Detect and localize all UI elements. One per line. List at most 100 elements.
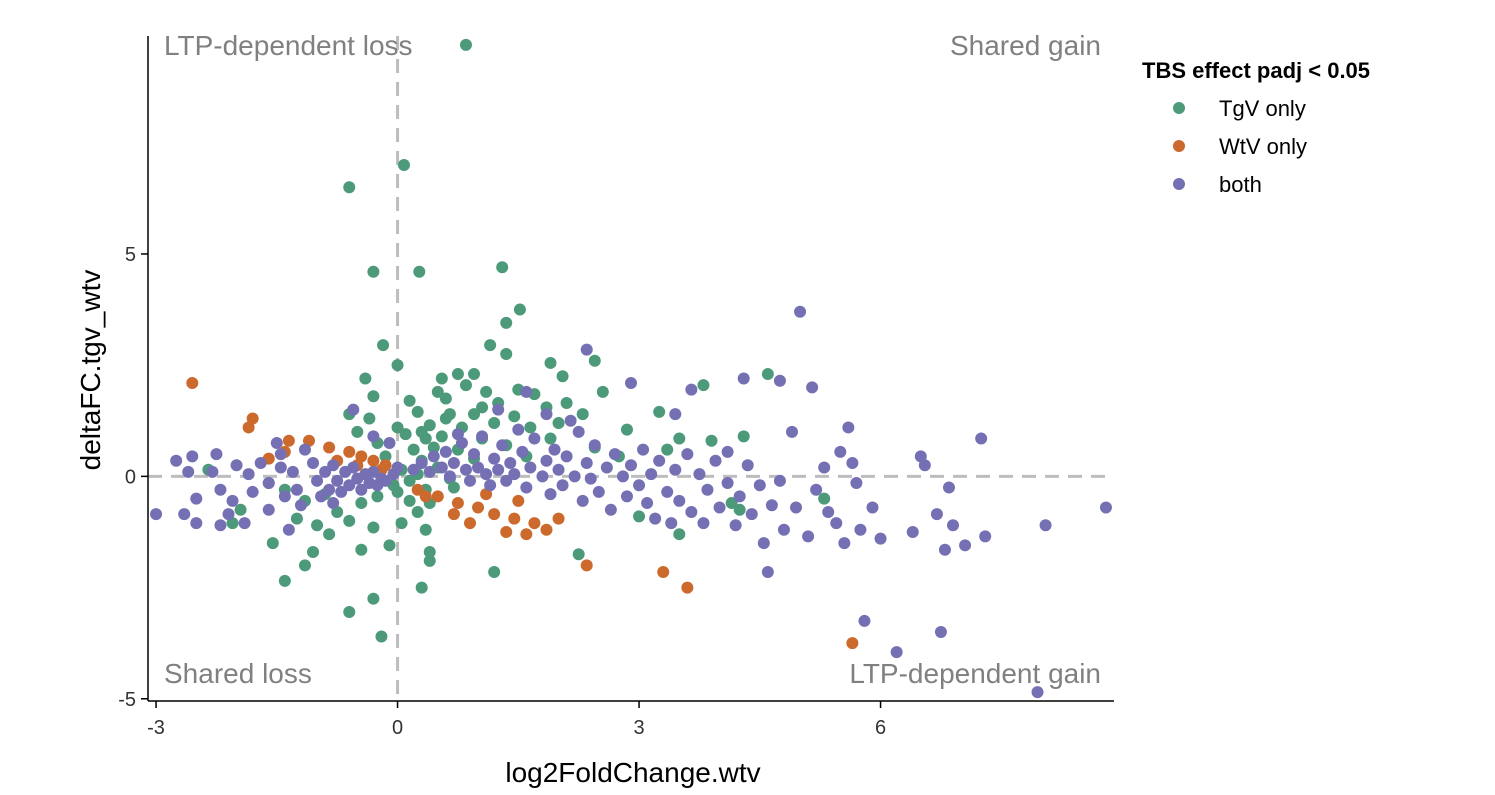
data-point xyxy=(480,468,493,481)
data-point xyxy=(262,477,275,490)
data-point xyxy=(459,379,472,392)
reference-lines xyxy=(148,36,1114,701)
legend-item: WtV only xyxy=(1173,134,1307,159)
legend: TBS effect padj < 0.05 TgV only WtV only b… xyxy=(1142,58,1370,197)
data-point xyxy=(367,454,380,467)
data-point xyxy=(480,385,493,398)
data-point xyxy=(335,485,348,498)
data-point xyxy=(685,383,698,396)
data-point xyxy=(528,517,541,530)
data-point xyxy=(568,470,581,483)
data-point xyxy=(423,554,436,567)
data-point xyxy=(975,432,988,445)
data-point xyxy=(556,479,569,492)
data-point xyxy=(850,477,863,490)
data-point xyxy=(753,479,766,492)
data-point xyxy=(733,490,746,503)
data-point xyxy=(214,483,227,496)
data-point xyxy=(633,479,646,492)
data-point xyxy=(242,468,255,481)
data-point xyxy=(685,505,698,518)
data-point xyxy=(355,483,368,496)
data-point xyxy=(476,401,489,414)
data-point xyxy=(492,403,505,416)
data-point xyxy=(959,539,972,552)
data-point xyxy=(476,430,489,443)
data-point xyxy=(540,454,553,467)
data-point xyxy=(311,519,324,532)
data-point xyxy=(178,508,191,521)
data-point xyxy=(379,450,392,463)
data-point xyxy=(411,505,424,518)
data-point xyxy=(794,305,807,318)
data-point xyxy=(810,483,823,496)
data-point xyxy=(451,497,464,510)
quadrant-label-bottom-right: LTP-dependent gain xyxy=(849,658,1101,689)
data-point xyxy=(367,465,380,478)
x-tick-label: 6 xyxy=(875,717,886,739)
legend-marker xyxy=(1173,178,1185,190)
data-point xyxy=(435,430,448,443)
data-point xyxy=(427,450,440,463)
data-point xyxy=(802,530,815,543)
data-point xyxy=(415,425,428,438)
data-point xyxy=(649,512,662,525)
data-point xyxy=(319,465,332,478)
data-point xyxy=(930,508,943,521)
data-point xyxy=(391,421,404,434)
data-point xyxy=(407,463,420,476)
data-point xyxy=(596,385,609,398)
data-point xyxy=(552,463,565,476)
data-point xyxy=(274,448,287,461)
data-point xyxy=(464,517,476,530)
data-point xyxy=(210,448,223,461)
data-point xyxy=(403,394,416,407)
data-point xyxy=(661,443,674,456)
data-point xyxy=(697,379,710,392)
data-point xyxy=(290,512,303,525)
data-point xyxy=(435,372,448,385)
data-point xyxy=(391,359,404,372)
data-point xyxy=(773,474,786,487)
data-point xyxy=(806,381,819,394)
data-point xyxy=(395,517,408,530)
data-point xyxy=(214,519,227,532)
data-point xyxy=(343,606,356,619)
data-point xyxy=(866,501,879,514)
data-point xyxy=(492,463,505,476)
data-point xyxy=(737,430,750,443)
data-point xyxy=(838,537,851,550)
data-point xyxy=(290,483,303,496)
data-point xyxy=(552,416,565,429)
data-point xyxy=(459,38,472,51)
axes: -3 0 3 6 -5 0 5 xyxy=(118,36,1114,739)
x-ticks: -3 0 3 6 xyxy=(147,701,886,739)
data-point xyxy=(556,370,569,383)
series-wtv-only xyxy=(186,376,859,650)
data-point xyxy=(343,479,356,492)
data-point xyxy=(407,443,420,456)
y-ticks: -5 0 5 xyxy=(118,244,148,711)
data-point xyxy=(411,483,424,496)
data-point xyxy=(472,461,485,474)
data-point xyxy=(323,441,336,454)
data-point xyxy=(238,517,251,530)
data-point xyxy=(508,410,521,423)
data-point xyxy=(488,452,501,465)
data-point xyxy=(182,465,195,478)
data-point xyxy=(874,532,887,545)
data-point xyxy=(363,412,376,425)
series-tgv-only xyxy=(202,38,831,643)
data-point xyxy=(552,512,565,525)
data-point xyxy=(540,408,553,421)
data-point xyxy=(818,461,831,474)
data-point xyxy=(653,454,666,467)
data-point xyxy=(528,432,541,445)
data-point xyxy=(777,523,790,536)
data-point xyxy=(661,485,674,498)
data-point xyxy=(645,468,658,481)
data-point xyxy=(906,525,919,538)
data-point xyxy=(150,508,163,521)
legend-item: TgV only xyxy=(1173,96,1306,121)
